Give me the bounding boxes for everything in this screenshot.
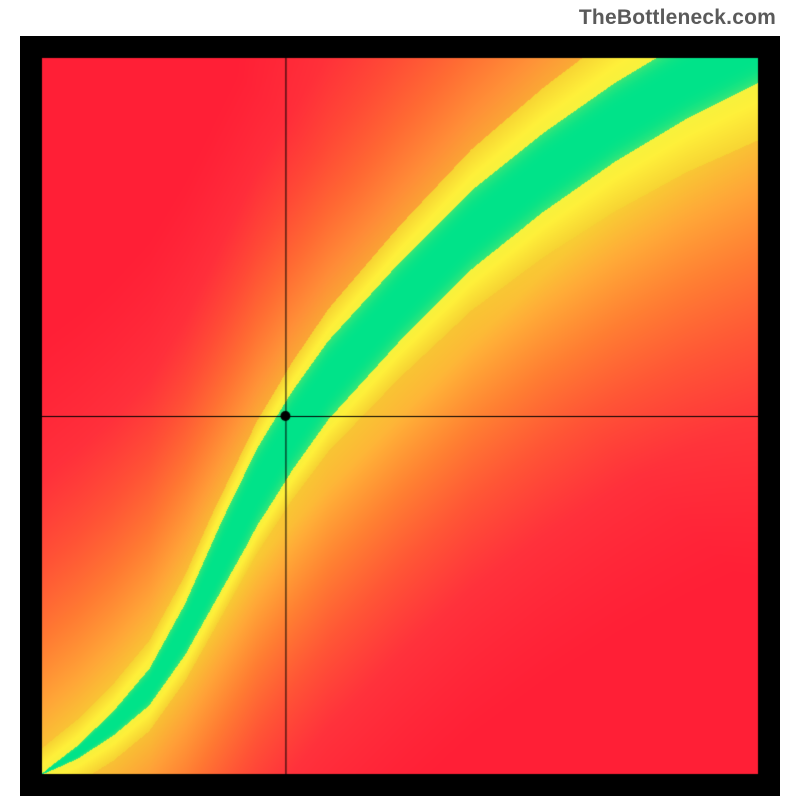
heatmap-canvas <box>20 36 780 796</box>
heatmap-chart <box>20 36 780 796</box>
attribution-label: TheBottleneck.com <box>579 6 776 30</box>
